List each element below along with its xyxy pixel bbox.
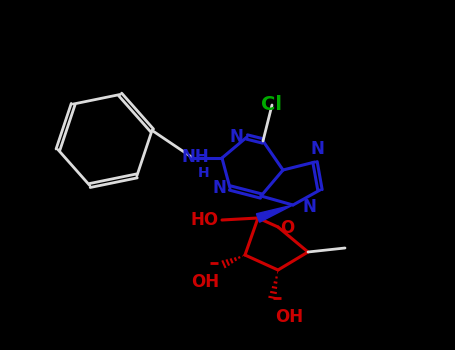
Text: Cl: Cl [262, 96, 283, 114]
Text: NH: NH [181, 148, 209, 166]
Text: H: H [198, 166, 210, 180]
Text: OH: OH [275, 308, 303, 326]
Text: N: N [212, 179, 226, 197]
Text: OH: OH [191, 273, 219, 291]
Text: N: N [303, 198, 317, 216]
Polygon shape [257, 205, 293, 222]
Text: HO: HO [191, 211, 219, 229]
Text: N: N [310, 140, 324, 158]
Text: N: N [229, 128, 243, 146]
Text: O: O [280, 219, 294, 237]
